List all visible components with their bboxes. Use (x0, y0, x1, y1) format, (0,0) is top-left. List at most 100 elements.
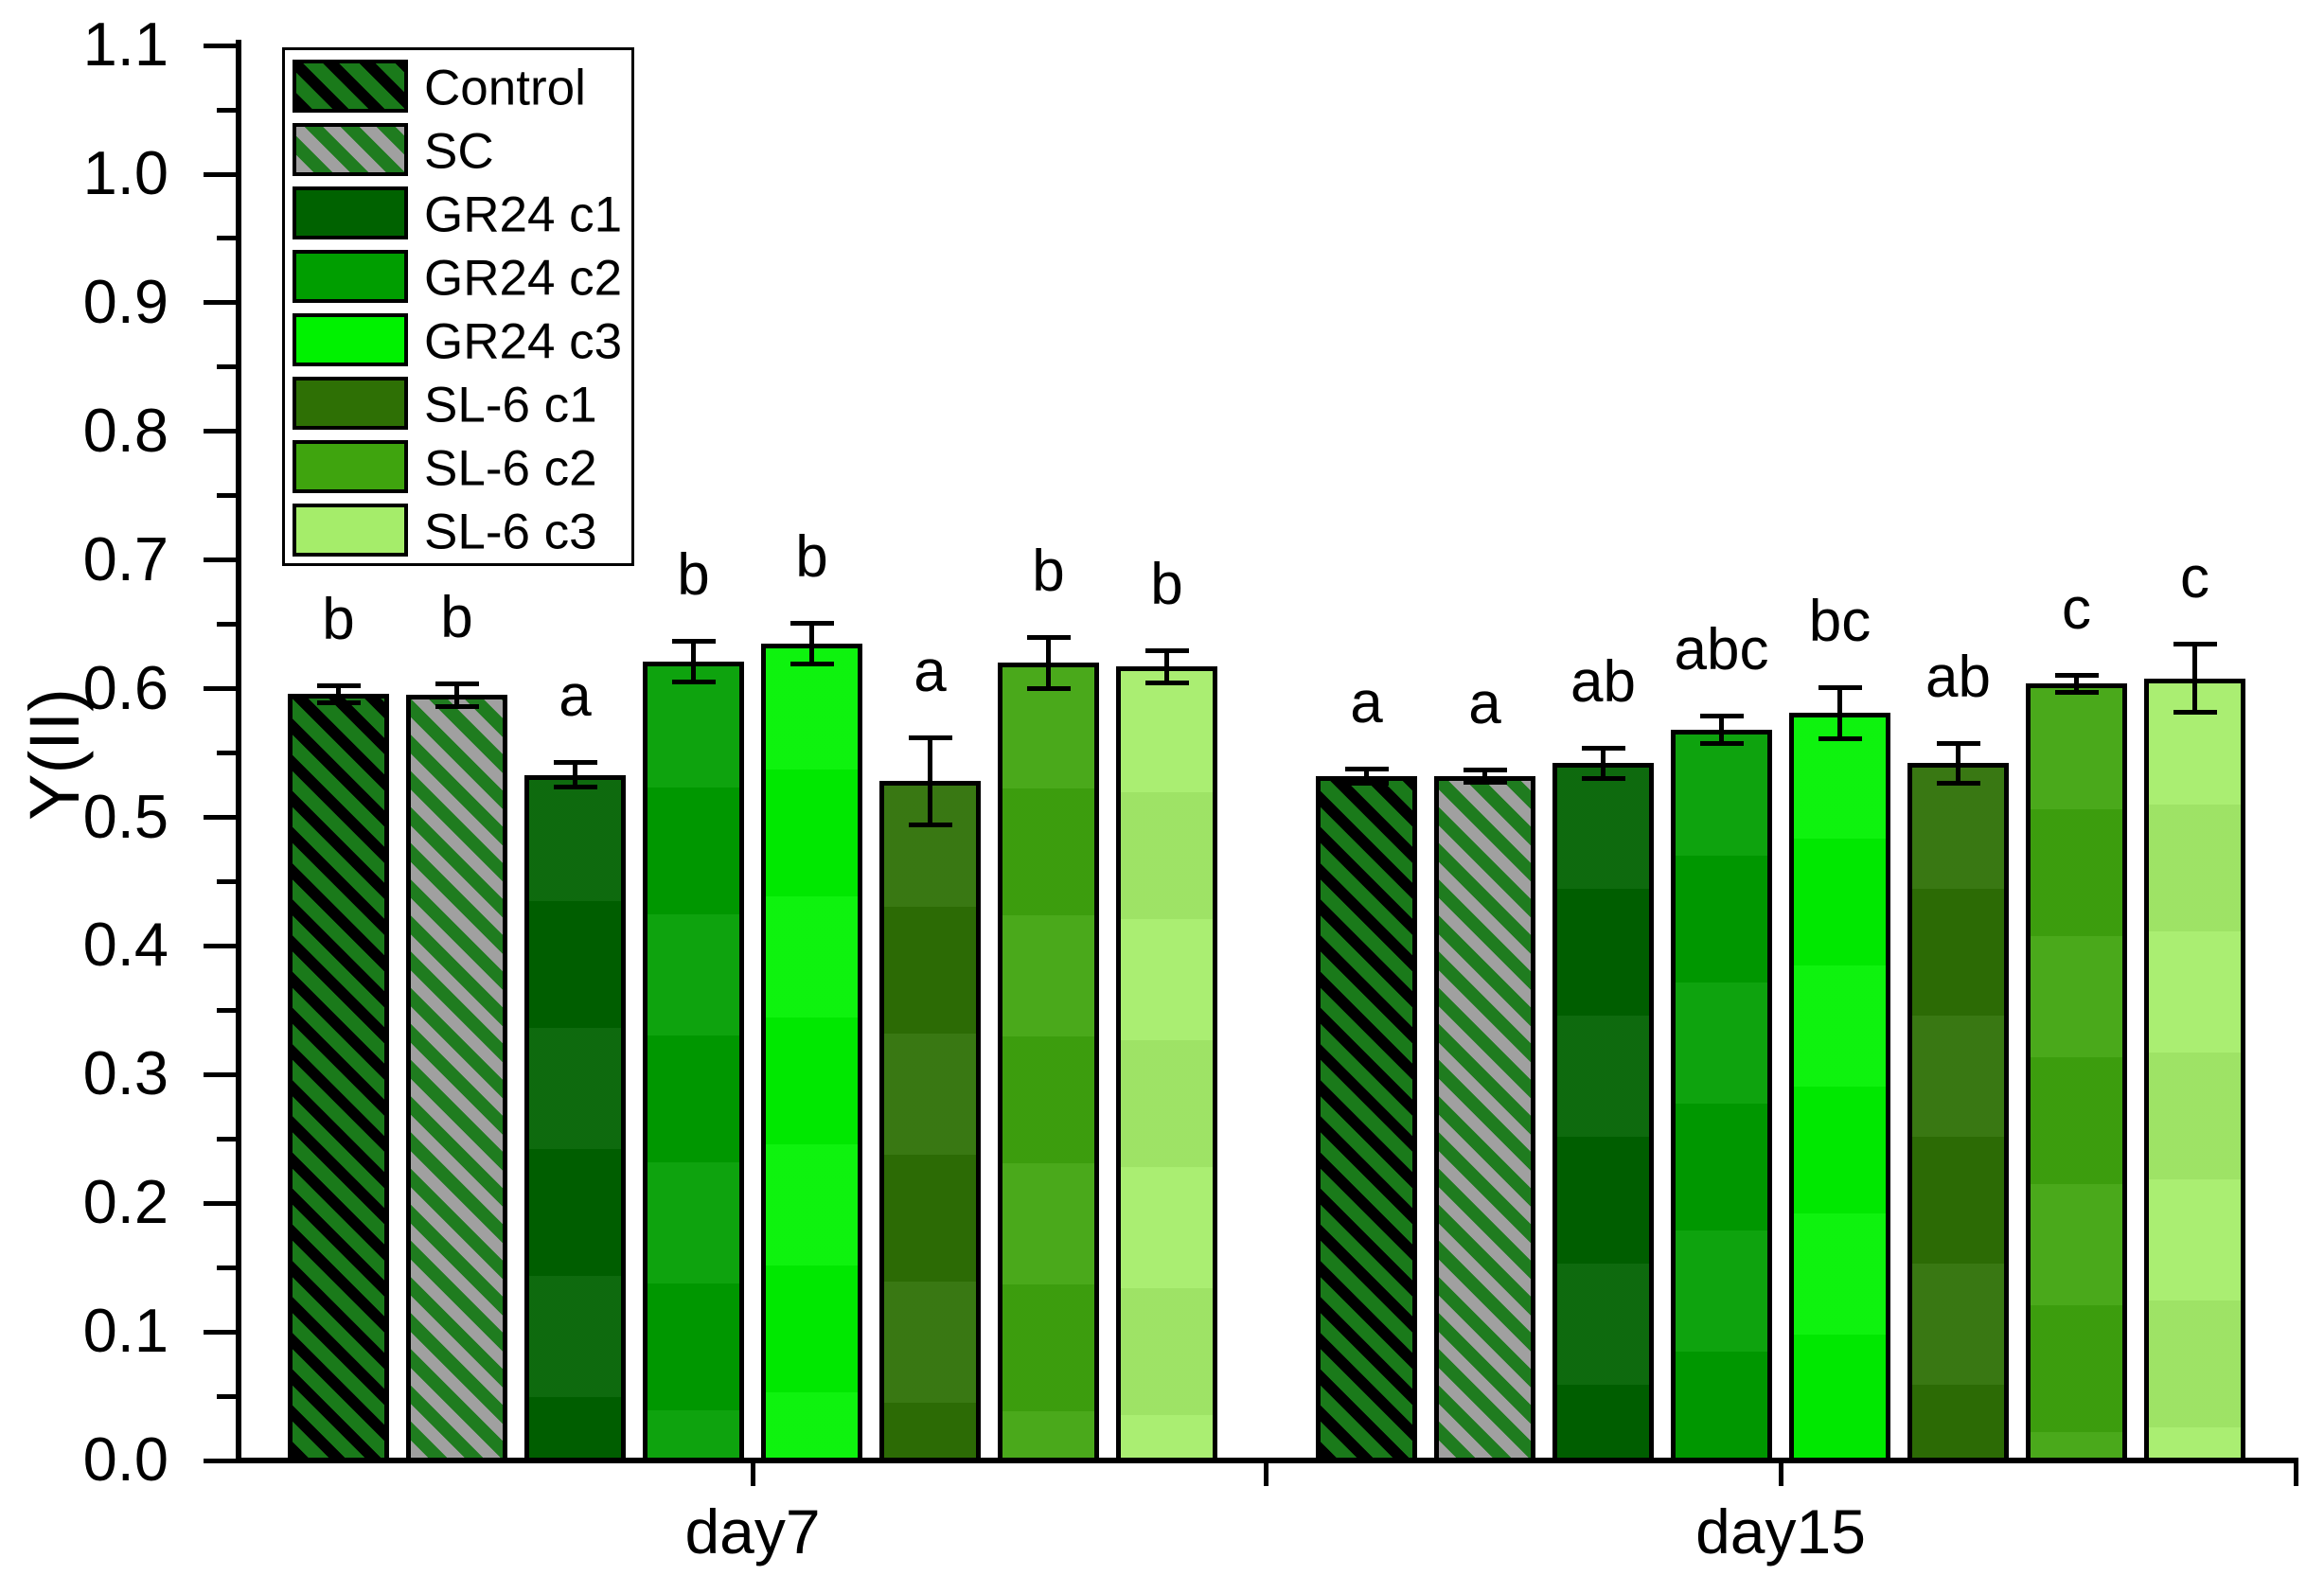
bar-SL-6 c2-day7 (998, 663, 1099, 1462)
error-bar-cap-bottom-GR24 c2-day7 (671, 679, 716, 684)
bar-Control-day7 (288, 694, 389, 1462)
y-minor-tick (217, 878, 236, 884)
bar-Control-day15 (1316, 776, 1417, 1462)
x-category-label-day7: day7 (684, 1496, 821, 1566)
y-tick-label: 0.4 (82, 910, 169, 980)
error-bar-line-SL-6 c1-day7 (928, 737, 932, 825)
sig-letter-SL-6 c3-day15: c (2180, 545, 2209, 611)
sig-letter-SL-6 c1-day15: ab (1925, 644, 1991, 710)
legend-swatch-SL-6 c1 (293, 377, 408, 430)
error-bar-line-SL-6 c2-day7 (1046, 637, 1051, 689)
error-bar-cap-top-GR24 c1-day7 (553, 760, 597, 766)
bar-SC-day15 (1434, 776, 1535, 1462)
y-axis-spine (236, 40, 241, 1463)
y-major-tick (204, 686, 236, 692)
y-minor-tick (217, 1136, 236, 1142)
y-major-tick (204, 1071, 236, 1077)
error-bar-cap-top-GR24 c2-day7 (671, 639, 716, 645)
y-axis-title: Y(II) (15, 688, 94, 821)
sig-letter-Control-day7: b (322, 586, 355, 652)
sig-letter-Control-day15: a (1350, 669, 1383, 735)
error-bar-cap-top-SL-6 c2-day7 (1026, 635, 1071, 641)
sig-letter-SL-6 c2-day7: b (1032, 539, 1065, 605)
error-bar-cap-top-GR24 c2-day15 (1699, 714, 1744, 719)
y-major-tick (204, 1200, 236, 1206)
y-major-tick (204, 815, 236, 820)
error-bar-line-SC-day15 (1482, 770, 1487, 783)
error-bar-cap-bottom-SC-day15 (1463, 779, 1507, 785)
y-major-tick (204, 300, 236, 306)
x-category-label-day15: day15 (1695, 1496, 1866, 1566)
y-major-tick (204, 1329, 236, 1335)
legend-label: SL-6 c2 (424, 440, 597, 496)
bar-SL-6 c2-day15 (2026, 683, 2127, 1462)
y-major-tick (204, 43, 236, 48)
y-tick-label: 0.7 (82, 523, 169, 593)
bar-GR24 c1-day7 (524, 774, 626, 1462)
error-bar-cap-bottom-GR24 c1-day15 (1581, 775, 1625, 781)
error-bar-line-Control-day15 (1364, 768, 1369, 785)
bar-SC-day7 (406, 695, 507, 1462)
legend-label: Control (424, 60, 586, 115)
bar-SL-6 c3-day7 (1116, 666, 1217, 1462)
sig-letter-GR24 c2-day7: b (677, 542, 710, 609)
y-minor-tick (217, 1393, 236, 1399)
error-bar-cap-top-SL-6 c1-day15 (1936, 740, 1980, 746)
error-bar-cap-bottom-GR24 c2-day15 (1699, 741, 1744, 747)
error-bar-cap-bottom-GR24 c1-day7 (553, 785, 597, 790)
sig-letter-SL-6 c1-day7: a (914, 639, 947, 705)
error-bar-cap-top-SC-day7 (435, 681, 479, 687)
legend-swatch-Control (293, 60, 408, 113)
legend-swatch-SL-6 c2 (293, 440, 408, 493)
error-bar-line-GR24 c3-day15 (1837, 687, 1842, 739)
error-bar-cap-bottom-SL-6 c3-day7 (1144, 681, 1189, 686)
legend-label: GR24 c2 (424, 250, 623, 306)
error-bar-cap-bottom-SL-6 c3-day15 (2173, 710, 2217, 716)
sig-letter-GR24 c2-day15: abc (1674, 617, 1769, 683)
legend-item-SL-6 c1: SL-6 c1 (285, 373, 631, 436)
legend-swatch-SC (293, 123, 408, 176)
error-bar-cap-top-SL-6 c1-day7 (908, 735, 952, 741)
bar-GR24 c3-day7 (761, 644, 862, 1462)
legend: Control SC GR24 c1 GR24 c2 GR24 c3 SL-6 c1 SL-… (282, 47, 634, 566)
error-bar-cap-top-SL-6 c3-day15 (2173, 642, 2217, 647)
error-bar-cap-top-Control-day7 (316, 682, 361, 688)
error-bar-cap-bottom-GR24 c3-day7 (789, 661, 834, 666)
legend-label: SC (424, 123, 494, 179)
legend-item-GR24 c2: GR24 c2 (285, 246, 631, 310)
legend-swatch-SL-6 c3 (293, 504, 408, 557)
y-major-tick (204, 558, 236, 563)
sig-letter-SL-6 c3-day7: b (1150, 551, 1183, 617)
error-bar-cap-bottom-SC-day7 (435, 703, 479, 709)
error-bar-line-Control-day7 (336, 684, 341, 703)
legend-label: GR24 c3 (424, 313, 623, 369)
sig-letter-GR24 c3-day7: b (795, 524, 828, 591)
y-minor-tick (217, 1007, 236, 1013)
error-bar-cap-top-Control-day15 (1344, 766, 1389, 771)
error-bar-line-SC-day7 (454, 683, 459, 707)
legend-label: SL-6 c3 (424, 504, 597, 559)
error-bar-line-GR24 c1-day15 (1601, 748, 1606, 779)
legend-item-SL-6 c2: SL-6 c2 (285, 436, 631, 500)
sig-letter-GR24 c1-day7: a (559, 664, 592, 730)
bar-GR24 c2-day7 (643, 662, 744, 1462)
error-bar-cap-bottom-SL-6 c1-day7 (908, 822, 952, 827)
y-minor-tick (217, 751, 236, 756)
error-bar-cap-top-SL-6 c2-day15 (2054, 672, 2099, 678)
error-bar-cap-top-SL-6 c3-day7 (1144, 647, 1189, 653)
bar-SL-6 c1-day15 (1907, 763, 2009, 1462)
legend-swatch-GR24 c3 (293, 313, 408, 366)
y-tick-label: 1.1 (82, 9, 169, 80)
y-tick-label: 0.1 (82, 1296, 169, 1366)
y-major-tick (204, 429, 236, 434)
x-tick (1778, 1463, 1783, 1486)
error-bar-cap-top-GR24 c1-day15 (1581, 746, 1625, 752)
sig-letter-GR24 c1-day15: ab (1570, 649, 1636, 716)
error-bar-cap-top-GR24 c3-day7 (789, 621, 834, 627)
y-minor-tick (217, 364, 236, 370)
error-bar-cap-bottom-Control-day7 (316, 699, 361, 705)
error-bar-line-GR24 c2-day7 (691, 641, 696, 682)
error-bar-line-GR24 c2-day15 (1719, 716, 1724, 745)
error-bar-cap-bottom-SL-6 c2-day15 (2054, 689, 2099, 695)
